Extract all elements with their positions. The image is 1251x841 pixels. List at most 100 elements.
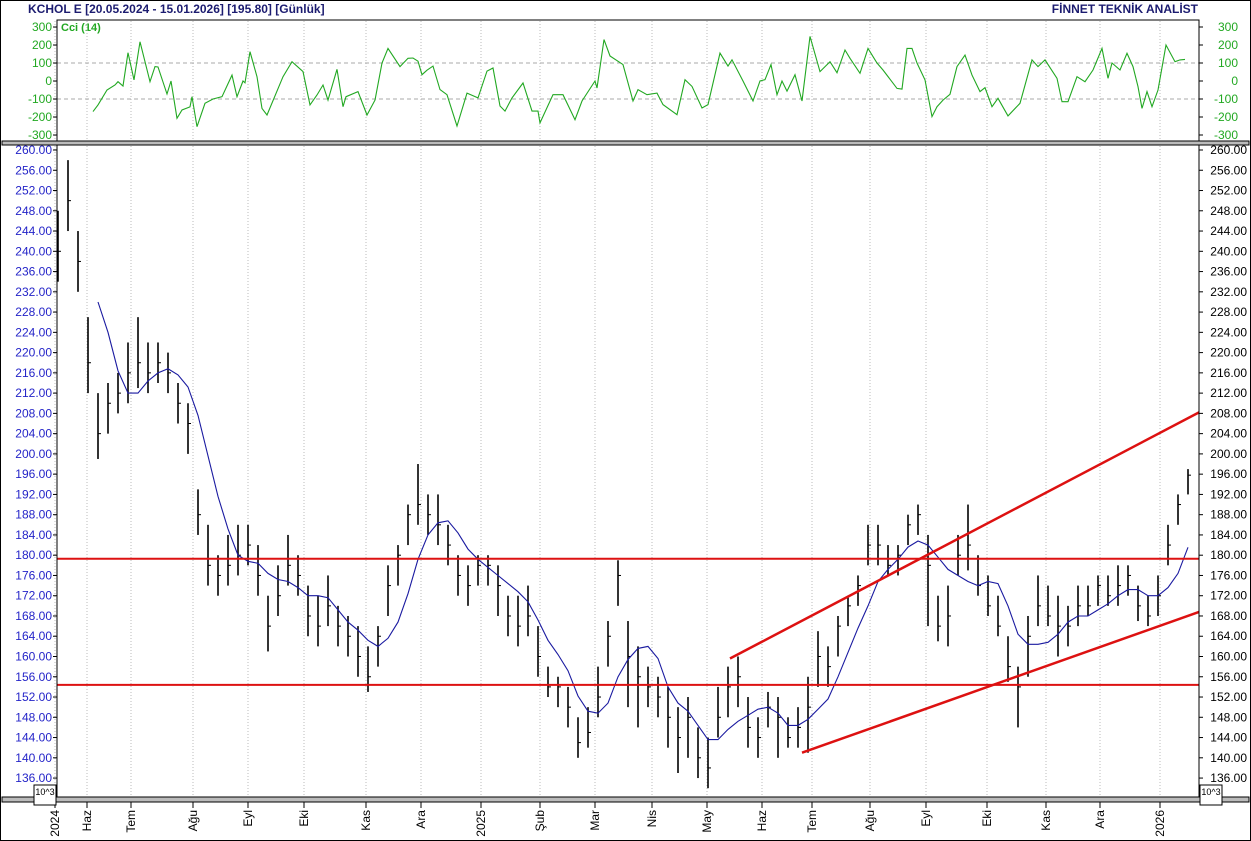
price-right-tick-label: 256.00 — [1210, 163, 1247, 177]
price-left-tick-label: 164.00 — [15, 629, 52, 643]
x-tick-label: Haz — [80, 810, 94, 831]
cci-right-tick-label: -200 — [1214, 110, 1238, 124]
cci-left-tick-label: -100 — [28, 92, 52, 106]
panel-separator — [1, 140, 1250, 146]
x-tick-label: 2025 — [474, 810, 488, 837]
price-right-tick-label: 164.00 — [1210, 629, 1247, 643]
cci-left-tick-label: 100 — [32, 56, 52, 70]
price-left-tick-label: 216.00 — [15, 366, 52, 380]
price-right-tick-label: 212.00 — [1210, 386, 1247, 400]
price-right-tick-label: 248.00 — [1210, 204, 1247, 218]
price-left-tick-label: 232.00 — [15, 285, 52, 299]
scale-badge-label: 10^3 — [35, 787, 54, 797]
price-left-tick-label: 140.00 — [15, 751, 52, 765]
price-right-tick-label: 188.00 — [1210, 508, 1247, 522]
price-right-tick-label: 152.00 — [1210, 690, 1247, 704]
price-right-tick-label: 252.00 — [1210, 184, 1247, 198]
chart-title: KCHOL E [20.05.2024 - 15.01.2026] [195.8… — [28, 2, 325, 16]
trend-channel-line — [801, 610, 1200, 754]
price-right-tick-label: 228.00 — [1210, 305, 1247, 319]
x-tick-label: 2026 — [1153, 810, 1167, 837]
x-tick-label: Eki — [980, 810, 994, 827]
price-left-tick-label: 176.00 — [15, 568, 52, 582]
price-left-tick-label: 236.00 — [15, 265, 52, 279]
price-right-tick-label: 208.00 — [1210, 406, 1247, 420]
price-right-tick-label: 168.00 — [1210, 609, 1247, 623]
x-tick-label: Şub — [533, 810, 547, 832]
moving-average-line — [97, 301, 1189, 741]
price-left-tick-label: 156.00 — [15, 670, 52, 684]
cci-right-tick-label: 0 — [1231, 74, 1238, 88]
cci-right-tick-label: -300 — [1214, 128, 1238, 142]
scale-badge — [1199, 784, 1223, 806]
x-tick-label: Eki — [297, 810, 311, 827]
price-left-tick-label: 184.00 — [15, 528, 52, 542]
price-left-tick-label: 228.00 — [15, 305, 52, 319]
price-left-tick-label: 188.00 — [15, 508, 52, 522]
price-left-tick-label: 208.00 — [15, 406, 52, 420]
price-right-tick-label: 244.00 — [1210, 224, 1247, 238]
price-right-tick-label: 200.00 — [1210, 447, 1247, 461]
trend-channel-line — [729, 411, 1200, 660]
price-left-tick-label: 260.00 — [15, 143, 52, 157]
x-tick-label: Ağu — [863, 810, 877, 831]
x-tick-label: Mar — [588, 810, 602, 831]
cci-left-tick-label: 200 — [32, 38, 52, 52]
price-right-tick-label: 176.00 — [1210, 568, 1247, 582]
price-left-tick-label: 160.00 — [15, 650, 52, 664]
price-right-tick-label: 156.00 — [1210, 670, 1247, 684]
price-right-tick-label: 180.00 — [1210, 548, 1247, 562]
x-tick-label: Nis — [645, 810, 659, 827]
price-right-tick-label: 260.00 — [1210, 143, 1247, 157]
cci-indicator-label: Cci (14) — [61, 22, 101, 34]
price-left-tick-label: 204.00 — [15, 427, 52, 441]
x-tick-label: Haz — [755, 810, 769, 831]
price-left-tick-label: 200.00 — [15, 447, 52, 461]
price-right-tick-label: 148.00 — [1210, 710, 1247, 724]
price-right-tick-label: 240.00 — [1210, 244, 1247, 258]
price-left-tick-label: 224.00 — [15, 325, 52, 339]
x-tick-label: Eyl — [241, 810, 255, 827]
cci-left-tick-label: -300 — [28, 128, 52, 142]
price-right-tick-label: 224.00 — [1210, 325, 1247, 339]
price-right-tick-label: 192.00 — [1210, 487, 1247, 501]
scale-badge — [33, 784, 57, 806]
price-left-tick-label: 136.00 — [15, 771, 52, 785]
x-tick-label: Kas — [359, 810, 373, 831]
price-left-tick-label: 252.00 — [15, 184, 52, 198]
x-tick-label: May — [700, 810, 714, 833]
cci-left-tick-label: 0 — [45, 74, 52, 88]
cci-left-tick-label: -200 — [28, 110, 52, 124]
cci-line — [92, 36, 1186, 128]
x-tick-label: Kas — [1039, 810, 1053, 831]
brand-label: FİNNET TEKNİK ANALİST — [1052, 1, 1199, 16]
x-tick-label: Tem — [124, 810, 138, 833]
price-left-tick-label: 256.00 — [15, 163, 52, 177]
price-right-tick-label: 144.00 — [1210, 731, 1247, 745]
axes-layer: 2024 Haz Tem Ağu Eyl Eki Kas Ara 2025 Şub Mar Nis Ma… — [1, 19, 1250, 837]
price-right-tick-label: 160.00 — [1210, 650, 1247, 664]
price-left-tick-label: 148.00 — [15, 710, 52, 724]
cci-right-tick-label: -100 — [1214, 92, 1238, 106]
cci-left-tick-label: 300 — [32, 20, 52, 34]
price-left-tick-label: 244.00 — [15, 224, 52, 238]
price-left-tick-label: 248.00 — [15, 204, 52, 218]
price-right-tick-label: 172.00 — [1210, 589, 1247, 603]
price-panel — [57, 160, 1200, 789]
x-tick-label: Tem — [805, 810, 819, 833]
price-left-tick-label: 172.00 — [15, 589, 52, 603]
x-tick-label: Eyl — [919, 810, 933, 827]
price-right-tick-label: 216.00 — [1210, 366, 1247, 380]
scale-badge-label: 10^3 — [1201, 787, 1220, 797]
grid-layer — [54, 21, 1199, 797]
price-left-tick-label: 196.00 — [15, 467, 52, 481]
price-right-tick-label: 232.00 — [1210, 285, 1247, 299]
cci-right-tick-label: 300 — [1218, 20, 1238, 34]
x-tick-label: Ağu — [186, 810, 200, 831]
price-right-tick-label: 204.00 — [1210, 427, 1247, 441]
cci-panel — [92, 36, 1186, 128]
price-right-tick-label: 236.00 — [1210, 265, 1247, 279]
price-left-tick-label: 212.00 — [15, 386, 52, 400]
